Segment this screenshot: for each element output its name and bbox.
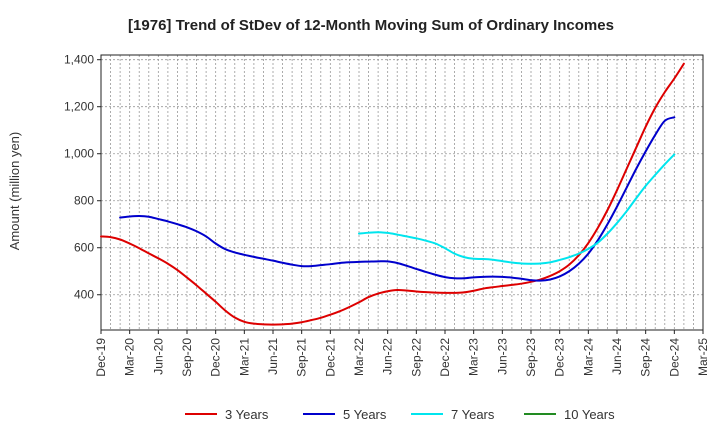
y-axis: 400 600 800 1,000 1,200 1,400 <box>64 53 101 302</box>
x-tick-label: Jun-24 <box>610 338 624 375</box>
y-tick-label: 1,200 <box>64 100 94 114</box>
chart-title: [1976] Trend of StDev of 12-Month Moving… <box>128 17 614 34</box>
y-tick-label: 1,000 <box>64 147 94 161</box>
y-tick-label: 800 <box>74 194 94 208</box>
x-tick-label: Jun-20 <box>151 338 165 375</box>
x-tick-label: Mar-23 <box>467 338 481 376</box>
x-tick-label: Dec-24 <box>667 338 681 377</box>
x-axis: Dec-19 Mar-20 Jun-20 Sep-20 Dec-20 Mar-21 Jun-… <box>94 330 710 377</box>
x-tick-label: Sep-24 <box>639 338 653 377</box>
series-line-7-years <box>358 153 676 265</box>
x-tick-label: Jun-23 <box>495 338 509 375</box>
y-tick-label: 600 <box>74 241 94 255</box>
y-tick-label: 1,400 <box>64 53 94 67</box>
series-line-5-years <box>119 116 676 282</box>
legend: 3 Years 5 Years 7 Years 10 Years <box>185 407 615 422</box>
x-tick-label: Sep-20 <box>180 338 194 377</box>
x-tick-label: Dec-21 <box>323 338 337 377</box>
x-tick-label: Jun-22 <box>381 338 395 375</box>
plot-frame <box>100 54 704 331</box>
legend-label-10-years: 10 Years <box>564 407 615 422</box>
x-tick-label: Dec-22 <box>438 338 452 377</box>
x-tick-label: Dec-19 <box>94 338 108 377</box>
grid <box>101 55 703 330</box>
series-line-3-years <box>100 62 685 326</box>
legend-label-5-years: 5 Years <box>343 407 387 422</box>
x-tick-label: Dec-20 <box>209 338 223 377</box>
x-tick-label: Mar-24 <box>581 338 595 376</box>
x-tick-label: Sep-22 <box>409 338 423 377</box>
x-tick-label: Sep-23 <box>524 338 538 377</box>
legend-label-3-years: 3 Years <box>225 407 269 422</box>
legend-label-7-years: 7 Years <box>451 407 495 422</box>
y-axis-label: Amount (million yen) <box>7 132 22 251</box>
x-tick-label: Sep-21 <box>295 338 309 377</box>
x-tick-label: Mar-20 <box>123 338 137 376</box>
x-tick-label: Dec-23 <box>553 338 567 377</box>
x-tick-label: Jun-21 <box>266 338 280 375</box>
y-tick-label: 400 <box>74 288 94 302</box>
x-tick-label: Mar-21 <box>237 338 251 376</box>
x-tick-label: Mar-25 <box>696 338 710 376</box>
series-lines <box>100 62 685 326</box>
x-tick-label: Mar-22 <box>352 338 366 376</box>
